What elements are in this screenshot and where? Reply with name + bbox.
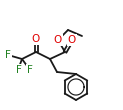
Text: F: F [16,65,22,75]
Text: O: O [68,35,76,45]
Text: O: O [32,34,40,44]
Text: F: F [5,50,11,60]
Text: O: O [54,35,62,45]
Text: F: F [27,65,33,75]
